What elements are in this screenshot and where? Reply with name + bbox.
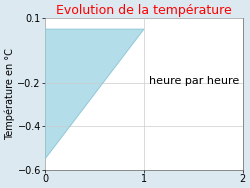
Polygon shape xyxy=(45,29,144,159)
Y-axis label: Température en °C: Température en °C xyxy=(4,48,15,140)
Title: Evolution de la température: Evolution de la température xyxy=(56,4,232,17)
Text: heure par heure: heure par heure xyxy=(149,76,239,86)
